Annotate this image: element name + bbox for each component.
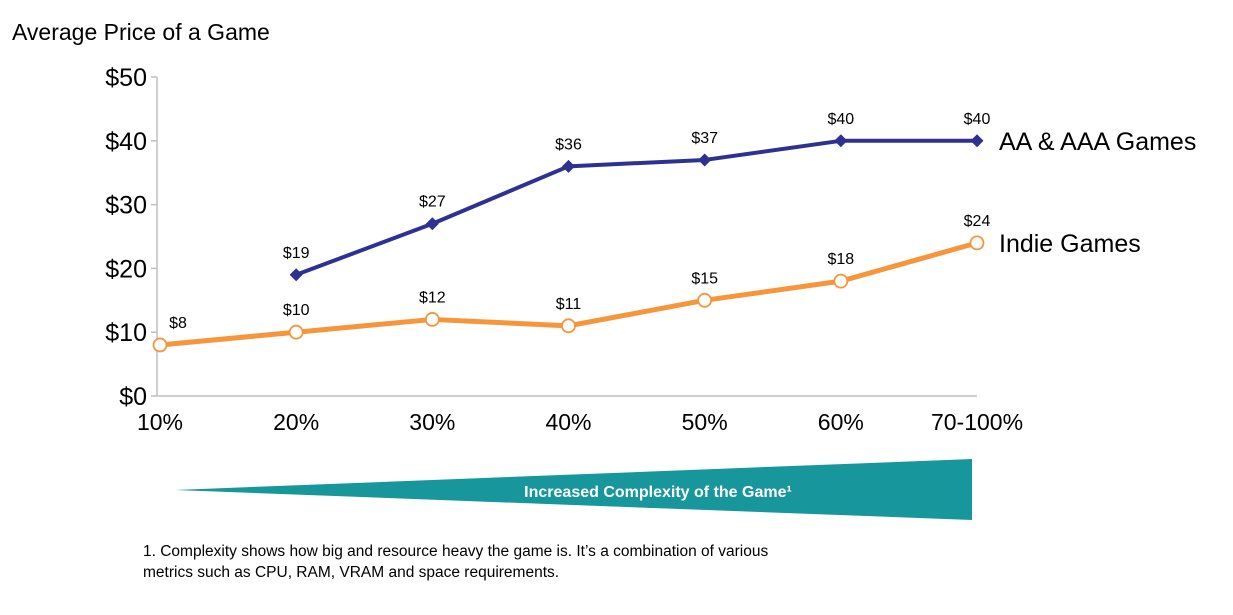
series-name-label: AA & AAA Games — [999, 128, 1196, 156]
x-tick-label: 60% — [818, 409, 864, 435]
chart-title: Average Price of a Game — [12, 19, 270, 45]
x-tick-label: 30% — [409, 409, 455, 435]
data-point-marker — [969, 235, 985, 251]
data-point-marker — [288, 324, 304, 340]
data-label: $11 — [556, 296, 582, 313]
footnote-line-2: metrics such as CPU, RAM, VRAM and space… — [143, 564, 560, 581]
data-label: $15 — [691, 270, 718, 287]
data-point-marker — [698, 153, 712, 167]
data-point-marker — [424, 312, 440, 327]
data-label: $27 — [419, 194, 446, 211]
complexity-banner-label: Increased Complexity of the Game¹ — [524, 484, 792, 501]
series-indie: $8 $10 $12 $11 $15 $18 $24 Indie Games — [152, 213, 1141, 353]
y-tick-label: $40 — [105, 128, 147, 156]
axes: $0 $10 $20 $30 $40 $50 10% 20% 30% 40% 50% 60% 70-10… — [105, 64, 1023, 435]
data-label: $12 — [419, 289, 446, 306]
y-tick-label: $30 — [105, 192, 147, 220]
series-aa-aaa: $19 $27 $36 $37 $40 $40 AA & AAA Games — [283, 111, 1196, 282]
data-label: $8 — [169, 315, 187, 332]
series-line — [294, 138, 979, 277]
data-label: $24 — [964, 213, 991, 230]
data-point-marker — [834, 134, 848, 148]
data-label: $18 — [827, 251, 854, 268]
y-tick-label: $50 — [105, 64, 147, 92]
y-tick-label: $0 — [119, 383, 147, 411]
y-tick-label: $10 — [105, 319, 147, 347]
data-point-marker — [697, 292, 713, 308]
data-label: $37 — [691, 130, 718, 147]
y-tick-label: $20 — [105, 255, 147, 283]
x-tick-label: 10% — [137, 409, 183, 435]
data-point-marker — [561, 318, 576, 334]
data-label: $10 — [283, 302, 310, 319]
data-point-marker — [833, 273, 849, 289]
data-label: $40 — [827, 111, 854, 128]
data-point-marker — [425, 217, 439, 231]
footnote-line-1: 1. Complexity shows how big and resource… — [143, 543, 769, 560]
data-point-marker — [152, 337, 168, 353]
data-point-marker — [289, 268, 303, 282]
data-point-marker — [562, 159, 575, 173]
series-name-label: Indie Games — [999, 230, 1141, 258]
x-tick-label: 40% — [545, 409, 591, 435]
data-label: $40 — [964, 111, 991, 128]
complexity-wedge — [175, 459, 972, 520]
x-tick-label: 20% — [273, 409, 319, 435]
data-label: $36 — [555, 136, 582, 153]
data-point-marker — [970, 134, 984, 148]
x-tick-label: 70-100% — [931, 409, 1023, 435]
complexity-banner: Increased Complexity of the Game¹ — [175, 459, 972, 520]
data-label: $19 — [283, 245, 310, 262]
x-tick-label: 50% — [682, 409, 728, 435]
footnote: 1. Complexity shows how big and resource… — [143, 541, 923, 583]
series-layer: $19 $27 $36 $37 $40 $40 AA & AAA Games $8 $10 $12… — [152, 111, 1196, 353]
